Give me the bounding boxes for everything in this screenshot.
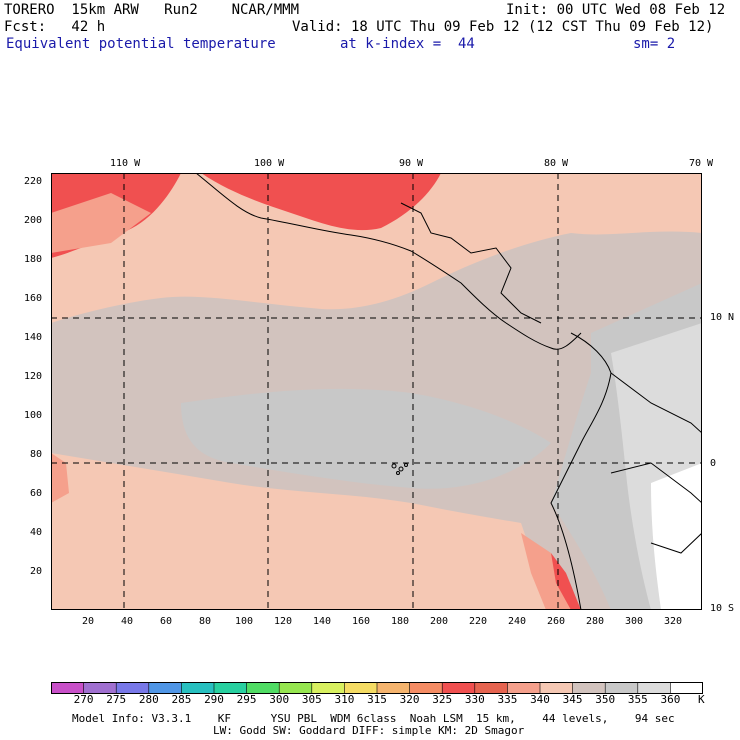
colorbar-label: 295 [236, 693, 257, 706]
colorbar-label: 305 [301, 693, 322, 706]
grid-x-label: 20 [82, 616, 95, 627]
colorbar-frame [51, 682, 703, 694]
grid-y-label: 180 [24, 254, 43, 265]
national-borders [610, 372, 702, 554]
lon-label-110w: 110 W [110, 158, 141, 169]
field-band-335-w [51, 453, 69, 503]
colorbar-label: 360 [660, 693, 681, 706]
grid-x-label: 140 [313, 616, 332, 627]
field-band-335 [51, 193, 151, 253]
grid-x-label: 160 [352, 616, 371, 627]
grid-x-label: 180 [391, 616, 410, 627]
coastline-central-america [195, 173, 582, 350]
grid-y-label: 220 [24, 176, 43, 187]
grid-x-label: 60 [160, 616, 173, 627]
grid-y-label: 60 [30, 488, 43, 499]
grid-x-label: 320 [664, 616, 683, 627]
field-land-360 [651, 463, 702, 610]
colorbar [51, 682, 703, 694]
lon-label-100w: 100 W [254, 158, 285, 169]
colorbar-swatch [670, 682, 703, 694]
physics-info: LW: Godd SW: Goddard DIFF: simple KM: 2D… [213, 724, 525, 737]
init-time: Init: 00 UTC Wed 08 Feb 12 [506, 2, 726, 18]
colorbar-label: 340 [530, 693, 550, 706]
latlon-grid [51, 173, 702, 610]
colorbar-label: 300 [269, 693, 290, 706]
field-band-330-coast [551, 553, 581, 610]
model-info: Model Info: V3.3.1 KF YSU PBL WDM 6class… [72, 712, 675, 725]
model-title: TORERO 15km ARW Run2 NCAR/MMM [4, 2, 300, 18]
grid-x-label: 300 [625, 616, 644, 627]
lat-label-10s: 10 S [710, 603, 735, 614]
field-band-350 [181, 388, 551, 489]
smoothing-info: sm= 2 [633, 36, 676, 52]
lat-label-10n: 10 N [710, 312, 735, 323]
colorbar-label: 345 [562, 693, 583, 706]
grid-y-label: 120 [24, 371, 43, 382]
colorbar-label: 310 [334, 693, 355, 706]
field-band-340-south [51, 453, 551, 610]
map-frame [51, 173, 702, 610]
lon-label-70w: 70 W [689, 158, 714, 169]
colorbar-label: 330 [464, 693, 485, 706]
colorbar-label: 325 [432, 693, 453, 706]
grid-y-label: 140 [24, 332, 43, 343]
colorbar-label: 285 [171, 693, 192, 706]
grid-x-label: 220 [469, 616, 488, 627]
coastline-caribbean [400, 202, 542, 324]
grid-y-label: 100 [24, 410, 43, 421]
field-name: Equivalent potential temperature [6, 36, 276, 52]
level-info: at k-index = 44 [340, 36, 475, 52]
galapagos-islands [391, 463, 408, 475]
grid-y-label: 80 [30, 449, 43, 460]
colorbar-label: 355 [627, 693, 648, 706]
colorbar-unit: K [698, 693, 705, 706]
grid-y-label: 20 [30, 566, 43, 577]
grid-y-label: 200 [24, 215, 43, 226]
colorbar-label: 270 [73, 693, 94, 706]
theta-e-map [51, 173, 702, 610]
grid-x-label: 100 [235, 616, 254, 627]
grid-x-label: 120 [274, 616, 293, 627]
grid-y-label: 40 [30, 527, 43, 538]
colorbar-label: 315 [367, 693, 387, 706]
field-band-340 [51, 173, 702, 323]
grid-y-label: 160 [24, 293, 43, 304]
colorbar-label: 280 [138, 693, 159, 706]
colorbar-label: 350 [595, 693, 616, 706]
colorbar-label: 320 [399, 693, 420, 706]
colorbar-label: 290 [204, 693, 224, 706]
coastline-south-america [550, 332, 612, 610]
grid-x-label: 40 [121, 616, 134, 627]
forecast-hour: Fcst: 42 h [4, 19, 106, 35]
grid-x-label: 280 [586, 616, 605, 627]
grid-x-label: 260 [547, 616, 566, 627]
grid-x-label: 200 [430, 616, 449, 627]
grid-x-label: 240 [508, 616, 527, 627]
colorbar-label: 335 [497, 693, 518, 706]
valid-time: Valid: 18 UTC Thu 09 Feb 12 (12 CST Thu … [292, 19, 714, 35]
lon-label-80w: 80 W [544, 158, 569, 169]
colorbar-label: 275 [106, 693, 127, 706]
grid-x-label: 80 [199, 616, 212, 627]
field-band-330-n [201, 173, 441, 231]
lon-label-90w: 90 W [399, 158, 424, 169]
lat-label-0: 0 [710, 458, 717, 469]
